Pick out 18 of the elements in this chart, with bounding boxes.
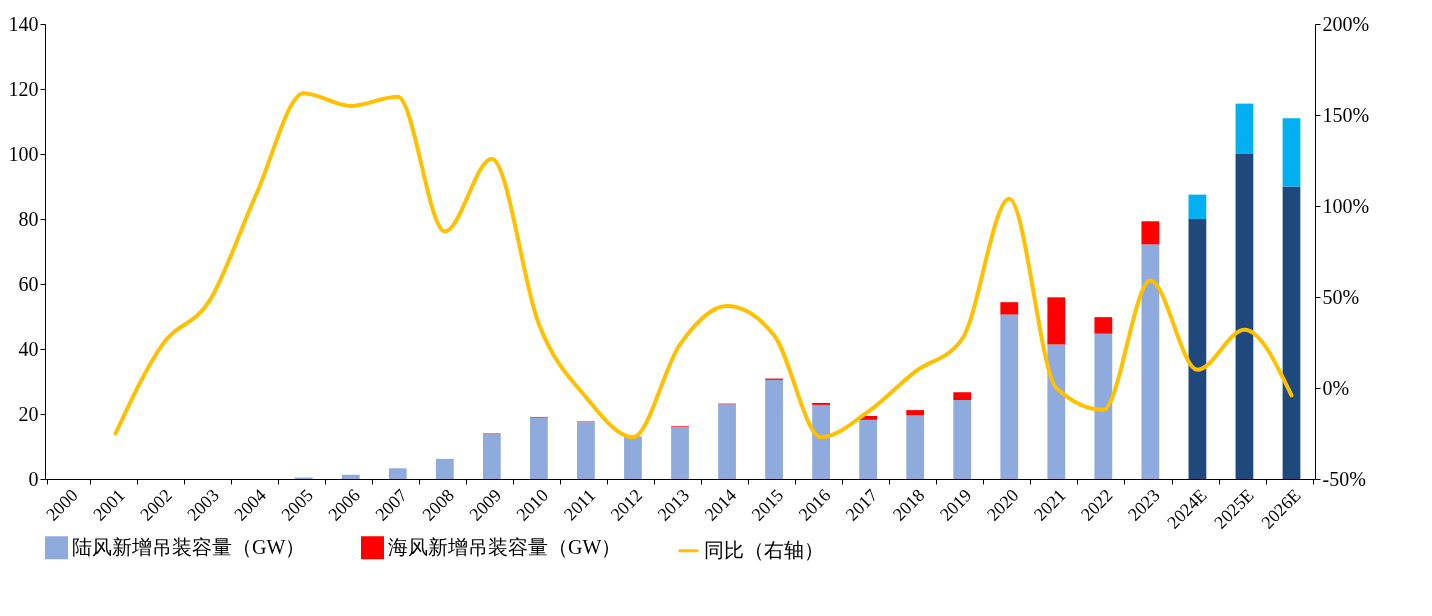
y-tick-label: 120 bbox=[8, 77, 39, 100]
legend-label: 陆风新增吊装容量（GW） bbox=[72, 535, 306, 558]
y-tick-label: 0 bbox=[28, 467, 39, 490]
y-tick-label: 40 bbox=[18, 337, 39, 360]
y-tick-label: 140 bbox=[8, 12, 39, 35]
y2-tick-label: 200% bbox=[1322, 12, 1370, 35]
y2-tick-label: -50% bbox=[1322, 467, 1366, 490]
y-tick-label: 100 bbox=[8, 142, 39, 165]
y2-tick-label: 50% bbox=[1322, 285, 1360, 308]
y2-tick-label: 150% bbox=[1322, 103, 1370, 126]
legend-label: 海风新增吊装容量（GW） bbox=[388, 535, 622, 558]
y-tick-label: 60 bbox=[18, 272, 39, 295]
x-tick-label: 2001 bbox=[89, 485, 129, 525]
y-tick-label: 80 bbox=[18, 207, 39, 230]
legend-label: 同比（右轴） bbox=[704, 538, 824, 561]
y2-tick-label: 100% bbox=[1322, 194, 1370, 217]
y-tick-label: 20 bbox=[18, 402, 39, 425]
y2-tick-label: 0% bbox=[1322, 376, 1350, 399]
